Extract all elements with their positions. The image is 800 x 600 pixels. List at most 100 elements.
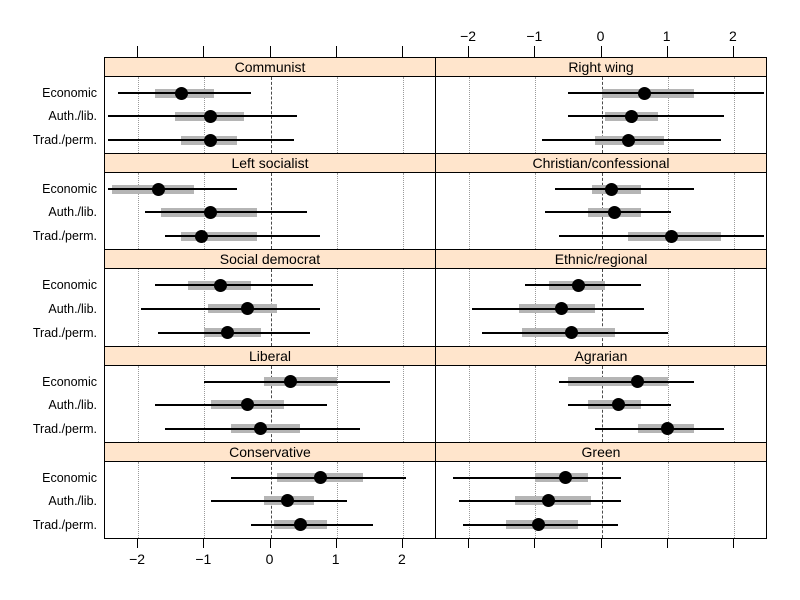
- zero-reference-line: [270, 173, 272, 250]
- estimate-dot: [174, 86, 188, 100]
- panel-content: [436, 269, 766, 346]
- panel-content: [105, 269, 435, 346]
- panel-content: [105, 173, 435, 250]
- estimate-dot: [532, 518, 546, 532]
- outer-interval-line: [452, 476, 622, 479]
- bottom-axis-tick: [732, 539, 734, 548]
- outer-interval-line: [555, 188, 695, 191]
- panel-liberal: Liberal: [104, 345, 436, 443]
- outer-interval-line: [158, 331, 311, 334]
- bottom-axis-tick: [600, 539, 602, 548]
- outer-interval-line: [459, 499, 622, 502]
- panel-strip: Left socialist: [105, 154, 435, 174]
- top-axis-tick-label: 0: [596, 28, 605, 44]
- estimate-dot: [611, 398, 625, 412]
- gridline: [667, 269, 669, 346]
- panel-title: Ethnic/regional: [554, 251, 648, 268]
- top-axis-tick-label: −1: [526, 28, 543, 44]
- outer-interval-line: [545, 211, 671, 214]
- outer-interval-line: [154, 284, 314, 287]
- panel-communist: Communist: [104, 57, 436, 155]
- estimate-dot: [604, 182, 618, 196]
- estimate-dot: [240, 302, 254, 316]
- row-label: Auth./lib.: [48, 397, 97, 412]
- gridline: [535, 365, 537, 442]
- estimate-dot: [194, 229, 208, 243]
- estimate-dot: [624, 109, 638, 123]
- estimate-dot: [151, 182, 165, 196]
- gridline: [733, 461, 735, 538]
- top-axis-tick: [137, 46, 139, 57]
- panel-strip: Agrarian: [436, 346, 766, 366]
- gridline: [138, 77, 140, 154]
- outer-interval-line: [210, 499, 347, 502]
- panel-left-socialist: Left socialist: [104, 153, 436, 251]
- panel-strip: Liberal: [105, 346, 435, 366]
- estimate-dot: [204, 109, 218, 123]
- row-label: Economic: [42, 374, 97, 389]
- gridline: [733, 269, 735, 346]
- gridline: [138, 173, 140, 250]
- panel-strip: Communist: [105, 58, 435, 77]
- outer-interval-line: [558, 380, 695, 383]
- bottom-axis-tick: [468, 539, 470, 548]
- gridline: [336, 461, 338, 538]
- gridline: [535, 173, 537, 250]
- zero-reference-line: [601, 77, 603, 154]
- panel-social-democrat: Social democrat: [104, 249, 436, 347]
- gridline: [469, 365, 471, 442]
- bottom-axis-tick: [666, 539, 668, 548]
- gridline: [667, 365, 669, 442]
- bottom-axis-tick-label: −2: [129, 551, 146, 567]
- panel-content: [105, 461, 435, 538]
- gridline: [667, 173, 669, 250]
- panel-content: [105, 365, 435, 442]
- bottom-axis-tick-label: −1: [195, 551, 212, 567]
- outer-interval-line: [141, 307, 321, 310]
- zero-reference-line: [601, 269, 603, 346]
- bottom-axis-tick: [269, 539, 271, 548]
- gridline: [733, 173, 735, 250]
- outer-interval-line: [164, 235, 321, 238]
- gridline: [402, 173, 404, 250]
- panel-ethnic-regional: Ethnic/regional: [435, 249, 767, 347]
- row-label: Trad./perm.: [32, 518, 97, 532]
- row-label: Auth./lib.: [48, 109, 97, 124]
- outer-interval-line: [594, 427, 724, 430]
- row-label: Trad./perm.: [32, 229, 97, 244]
- top-axis-tick: [468, 46, 470, 57]
- row-label: Trad./perm.: [32, 421, 97, 436]
- outer-interval-line: [108, 115, 297, 118]
- gridline: [204, 365, 206, 442]
- zero-reference-line: [601, 461, 603, 538]
- gridline: [469, 173, 471, 250]
- top-axis-tick: [666, 46, 668, 57]
- gridline: [402, 269, 404, 346]
- panel-content: [105, 77, 435, 154]
- gridline: [402, 365, 404, 442]
- gridline: [667, 77, 669, 154]
- top-axis-tick-label: 2: [728, 28, 737, 44]
- gridline: [402, 77, 404, 154]
- panel-title: Green: [581, 443, 621, 460]
- panel-title: Agrarian: [574, 347, 628, 364]
- estimate-dot: [571, 278, 585, 292]
- gridline: [336, 365, 338, 442]
- bottom-axis-tick: [203, 539, 205, 548]
- gridline: [733, 365, 735, 442]
- panel-strip: Green: [436, 442, 766, 462]
- estimate-dot: [240, 398, 254, 412]
- estimate-dot: [254, 422, 268, 436]
- panel-strip: Conservative: [105, 442, 435, 462]
- gridline: [535, 77, 537, 154]
- top-axis-tick: [600, 46, 602, 57]
- panel-right-wing: Right wing: [435, 57, 767, 155]
- gridline: [402, 461, 404, 538]
- estimate-dot: [565, 326, 579, 340]
- estimate-dot: [280, 494, 294, 508]
- bottom-axis-tick: [401, 539, 403, 548]
- estimate-dot: [621, 133, 635, 147]
- panel-title: Conservative: [229, 443, 311, 460]
- gridline: [138, 461, 140, 538]
- row-label: Trad./perm.: [32, 133, 97, 148]
